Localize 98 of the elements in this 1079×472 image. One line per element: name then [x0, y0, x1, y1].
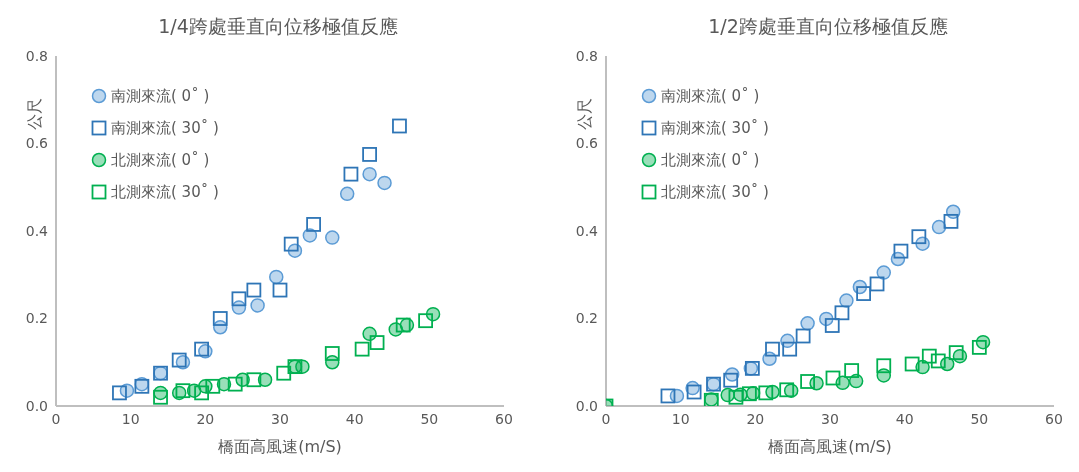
- point: [324, 346, 340, 361]
- point: [824, 318, 840, 333]
- y-axis-title: 公尺: [24, 98, 44, 130]
- point: [911, 229, 927, 245]
- point: [948, 345, 964, 361]
- point: [339, 186, 355, 202]
- y-tick-label: 0.2: [25, 310, 48, 327]
- y-tick-label: 0.2: [575, 310, 598, 327]
- x-tick-label: 30: [271, 410, 289, 427]
- x-tick-label: 50: [420, 410, 439, 427]
- x-tick-label: 10: [121, 410, 140, 427]
- x-tick-label: 30: [821, 410, 839, 427]
- legend-label: 北測來流( 0˚ ): [111, 150, 210, 170]
- y-tick-label: 0.0: [575, 397, 598, 414]
- point: [758, 385, 774, 401]
- x-axis-title: 橋面高風速(m/S): [768, 437, 892, 456]
- point: [921, 348, 937, 364]
- point: [869, 276, 885, 292]
- point: [171, 352, 187, 368]
- legend-label: 北測來流( 30˚ ): [661, 182, 769, 202]
- point: [112, 385, 127, 401]
- y-tick-label: 0.4: [575, 222, 599, 239]
- point: [250, 298, 265, 313]
- point: [723, 372, 739, 388]
- point: [194, 341, 209, 357]
- legend-label: 南測來流( 0˚ ): [111, 86, 210, 106]
- x-tick-label: 20: [746, 410, 765, 427]
- point: [825, 370, 841, 386]
- point: [194, 385, 209, 401]
- y-tick-label: 0.4: [25, 222, 49, 239]
- point: [395, 317, 411, 333]
- x-tick-label: 40: [345, 410, 364, 427]
- point: [844, 363, 860, 378]
- legend-label: 北測來流( 30˚ ): [111, 182, 219, 202]
- point: [231, 291, 247, 307]
- x-tick-label: 0: [51, 410, 61, 427]
- y-tick-label: 0.8: [575, 47, 598, 64]
- point: [686, 384, 702, 400]
- legend-label: 南測來流( 0˚ ): [661, 86, 760, 106]
- point: [343, 166, 359, 182]
- x-tick-label: 20: [196, 410, 215, 427]
- legend-label: 北測來流( 0˚ ): [661, 150, 760, 170]
- point: [269, 269, 284, 285]
- y-tick-label: 0.6: [575, 135, 599, 152]
- chart-title: 1/4跨處垂直向位移極值反應: [157, 14, 399, 39]
- point: [362, 166, 377, 182]
- x-axis-title: 橋面高風速(m/S): [218, 437, 342, 456]
- point: [660, 388, 676, 404]
- x-tick-label: 40: [895, 410, 914, 427]
- point: [971, 339, 987, 355]
- point: [212, 311, 228, 326]
- chart-title: 1/2跨處垂直向位移極值反應: [707, 14, 949, 39]
- point: [362, 147, 377, 162]
- point: [272, 282, 288, 298]
- point: [246, 282, 262, 298]
- point: [779, 382, 795, 398]
- x-tick-label: 60: [495, 410, 513, 427]
- y-tick-label: 0.8: [25, 47, 48, 64]
- point: [904, 356, 920, 372]
- x-tick-label: 60: [1045, 410, 1063, 427]
- legend-label: 南測來流( 30˚ ): [661, 118, 769, 138]
- legend-label: 南測來流( 30˚ ): [111, 118, 219, 138]
- point: [175, 383, 191, 399]
- point: [392, 118, 407, 134]
- point: [276, 365, 292, 381]
- point: [354, 341, 370, 357]
- x-tick-label: 50: [970, 410, 989, 427]
- y-tick-label: 0.6: [25, 135, 49, 152]
- point: [876, 265, 892, 280]
- point: [306, 217, 321, 232]
- point: [930, 353, 946, 369]
- y-axis-title: 公尺: [574, 98, 594, 130]
- point: [741, 386, 757, 402]
- point: [782, 341, 798, 357]
- point: [943, 213, 959, 229]
- point: [227, 376, 243, 392]
- point: [931, 219, 947, 235]
- point: [800, 374, 815, 389]
- point: [795, 328, 811, 344]
- point: [893, 243, 909, 259]
- point: [765, 341, 780, 357]
- point: [369, 335, 385, 350]
- point: [283, 236, 299, 252]
- point: [205, 378, 221, 394]
- point: [834, 305, 850, 321]
- point: [669, 388, 685, 404]
- point: [856, 286, 871, 301]
- point: [800, 316, 815, 331]
- x-tick-label: 10: [671, 410, 690, 427]
- point: [153, 389, 168, 405]
- point: [418, 313, 433, 329]
- point: [728, 389, 744, 405]
- y-tick-label: 0.0: [25, 397, 48, 414]
- point: [377, 175, 392, 191]
- point: [876, 358, 892, 374]
- point: [325, 230, 340, 245]
- x-tick-label: 0: [601, 410, 611, 427]
- point: [246, 372, 262, 388]
